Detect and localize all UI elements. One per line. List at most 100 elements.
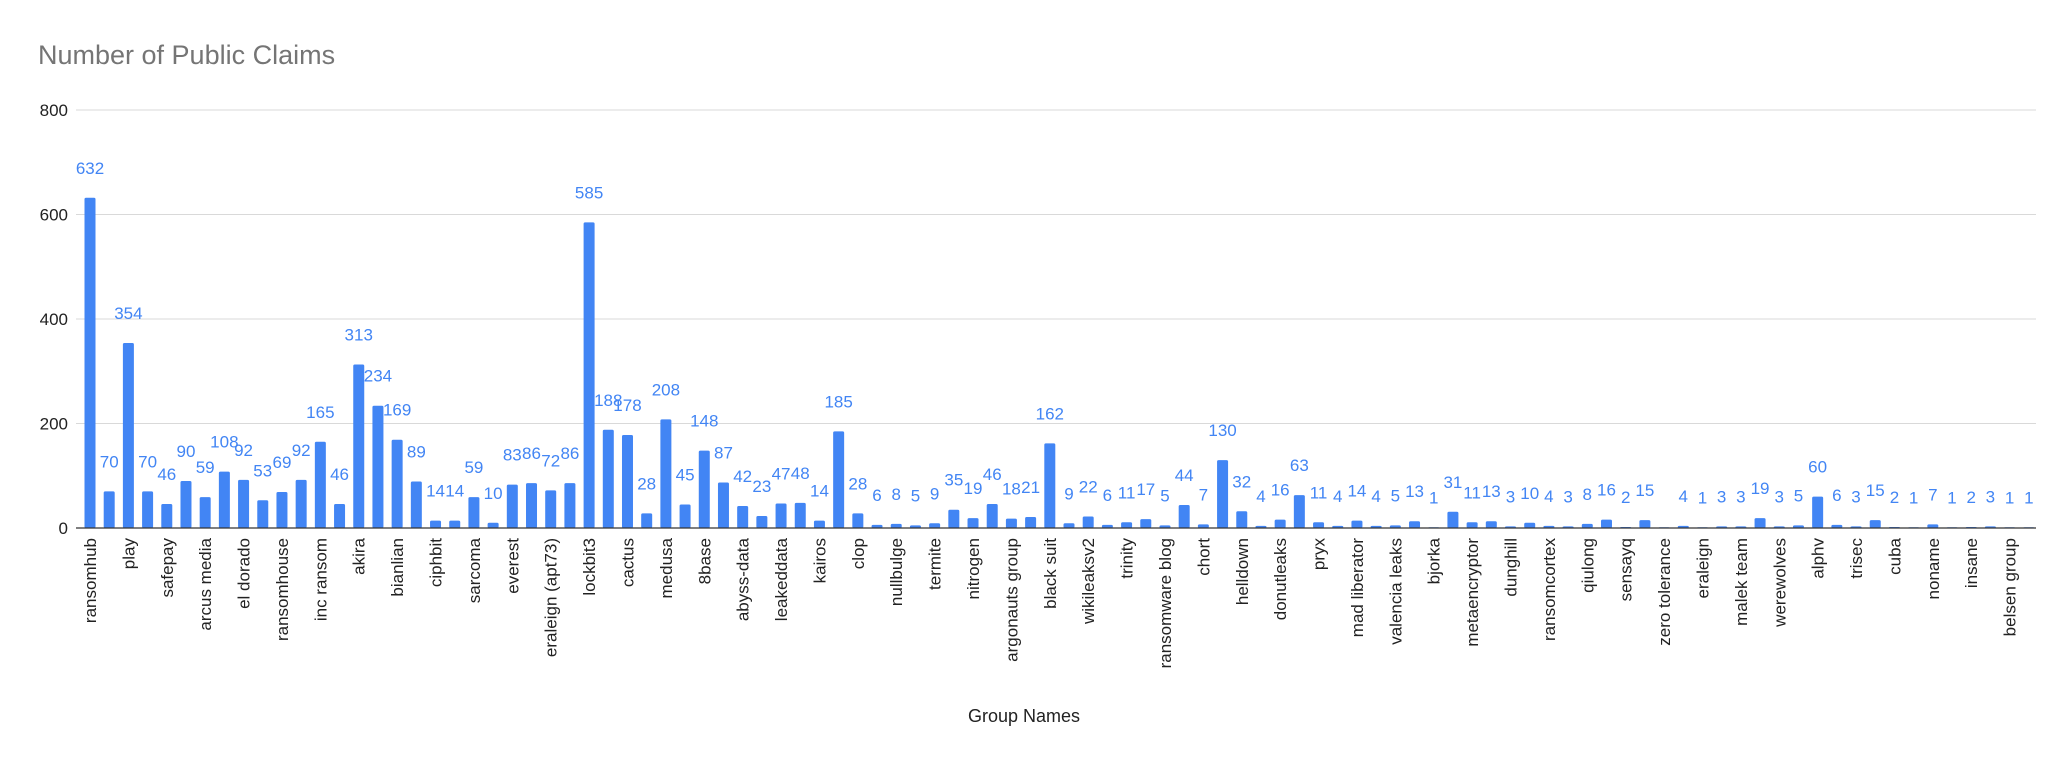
- data-label: 1: [1909, 488, 1918, 507]
- data-label: 63: [1290, 456, 1309, 475]
- x-tick-label: malek team: [1732, 538, 1751, 626]
- data-label: 28: [637, 474, 656, 493]
- bar: [1927, 524, 1939, 528]
- data-label: 18: [1002, 480, 1021, 499]
- bar: [1869, 520, 1881, 528]
- x-tick-label: termite: [926, 538, 945, 590]
- x-tick-label: trinity: [1118, 538, 1137, 579]
- bar: [122, 343, 134, 528]
- data-label: 28: [848, 474, 867, 493]
- chart-title: Number of Public Claims: [38, 40, 336, 70]
- x-tick-label: argonauts group: [1002, 538, 1021, 662]
- bar: [1409, 521, 1421, 528]
- data-label: 7: [1928, 485, 1937, 504]
- data-label: 234: [364, 367, 392, 386]
- data-label: 69: [272, 453, 291, 472]
- data-label: 45: [676, 465, 695, 484]
- bar: [794, 502, 806, 528]
- x-tick-label: nullbulge: [887, 538, 906, 606]
- bar: [180, 480, 192, 528]
- x-tick-label: eraleign: [1693, 538, 1712, 599]
- bar: [1274, 519, 1286, 528]
- y-tick-label: 0: [59, 519, 68, 538]
- data-label: 1: [1698, 488, 1707, 507]
- bar: [449, 520, 461, 528]
- bar: [986, 503, 998, 528]
- y-tick-label: 200: [40, 415, 68, 434]
- bar: [1082, 516, 1094, 528]
- bar: [813, 520, 825, 528]
- x-tick-label: black suit: [1041, 538, 1060, 609]
- x-tick-label: wikileaksv2: [1079, 538, 1098, 625]
- data-label: 3: [1775, 487, 1784, 506]
- data-label: 185: [824, 392, 852, 411]
- bar: [1792, 525, 1804, 528]
- data-label: 9: [930, 484, 939, 503]
- x-tick-label: everest: [503, 538, 522, 594]
- data-label: 16: [1271, 481, 1290, 500]
- data-label: 19: [964, 479, 983, 498]
- bar: [430, 520, 442, 528]
- bar: [1044, 443, 1056, 528]
- bar: [1639, 520, 1651, 528]
- x-axis-title: Group Names: [967, 706, 1081, 726]
- bar: [1812, 496, 1824, 528]
- bar: [1754, 518, 1766, 528]
- data-label: 15: [1635, 481, 1654, 500]
- bar: [621, 434, 633, 528]
- data-label: 92: [292, 441, 311, 460]
- data-label: 208: [652, 380, 680, 399]
- x-tick-label: werewolves: [1770, 538, 1789, 628]
- data-label: 3: [1736, 487, 1745, 506]
- x-tick-label: 8base: [695, 538, 714, 584]
- data-label: 108: [210, 433, 238, 452]
- data-label: 59: [196, 458, 215, 477]
- data-label: 6: [872, 486, 881, 505]
- x-tick-label: insane: [1962, 538, 1981, 588]
- bar: [1197, 524, 1209, 528]
- bar: [506, 484, 518, 528]
- bar: [161, 503, 173, 528]
- x-tick-label: dunghill: [1502, 538, 1521, 597]
- data-label: 4: [1333, 487, 1342, 506]
- x-tick-label: helldown: [1233, 538, 1252, 605]
- x-tick-label: el dorado: [235, 538, 254, 609]
- bar: [641, 513, 653, 528]
- data-label: 90: [177, 442, 196, 461]
- bar: [372, 405, 384, 528]
- y-tick-label: 400: [40, 310, 68, 329]
- data-label: 47: [772, 464, 791, 483]
- bar: [276, 491, 288, 528]
- data-label: 130: [1208, 421, 1236, 440]
- data-label: 46: [157, 465, 176, 484]
- bar: [756, 515, 768, 528]
- data-label: 46: [330, 465, 349, 484]
- data-label: 2: [1621, 488, 1630, 507]
- x-tick-label: inc ransom: [311, 538, 330, 621]
- bar: [1313, 522, 1325, 528]
- bar: [564, 483, 576, 528]
- data-label: 1: [2024, 488, 2033, 507]
- x-tick-label: kairos: [810, 538, 829, 583]
- bar: [218, 471, 230, 528]
- data-label: 23: [752, 477, 771, 496]
- x-tick-label: mad liberator: [1348, 538, 1367, 638]
- bar: [103, 491, 115, 528]
- bar: [526, 483, 538, 528]
- x-tick-label: abyss-data: [734, 537, 753, 621]
- data-label: 3: [1851, 487, 1860, 506]
- data-label: 10: [484, 484, 503, 503]
- data-label: 632: [76, 159, 104, 178]
- data-label: 59: [464, 458, 483, 477]
- bar: [1524, 522, 1536, 528]
- bar: [1831, 524, 1843, 528]
- data-label: 11: [1310, 483, 1328, 502]
- bar: [909, 525, 921, 528]
- x-tick-label: arcus media: [196, 537, 215, 630]
- data-label: 89: [407, 442, 426, 461]
- data-label: 70: [138, 452, 157, 471]
- x-tick-label: alphv: [1809, 538, 1828, 579]
- data-label: 14: [426, 482, 445, 501]
- data-label: 8: [892, 485, 901, 504]
